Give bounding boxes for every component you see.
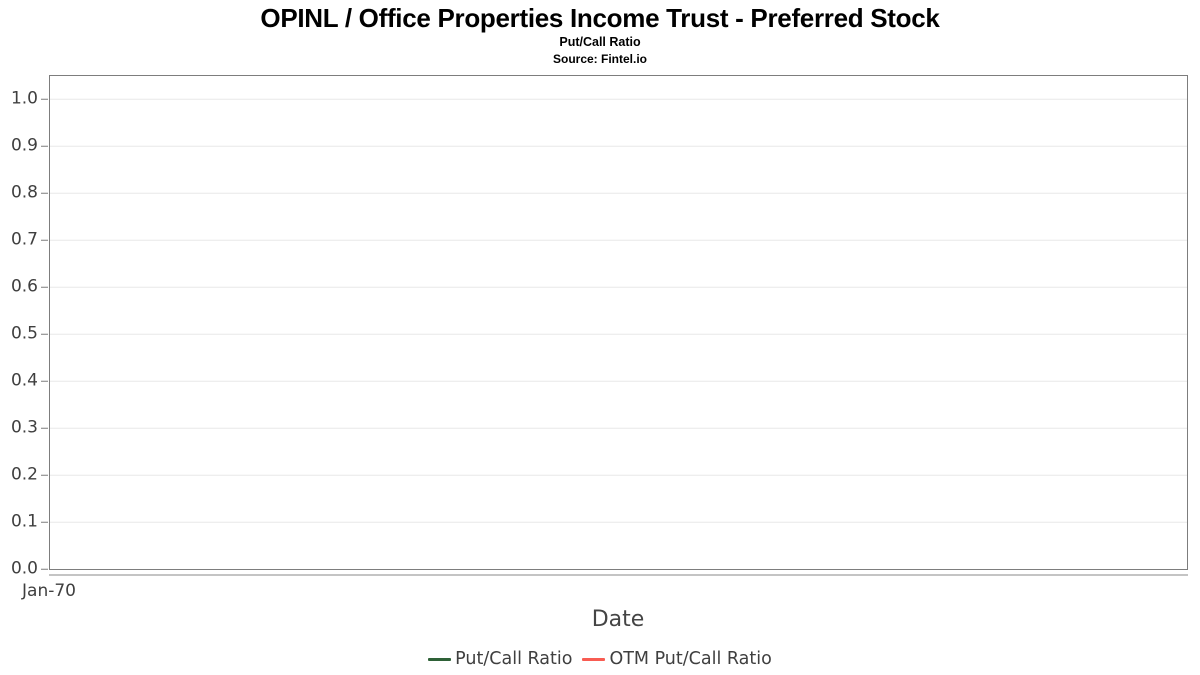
y-tick-label: 0.0	[10, 558, 38, 579]
y-gridline	[50, 333, 1187, 335]
y-tick	[41, 145, 48, 148]
y-gridline	[50, 380, 1187, 382]
plot-area: 0.0 0.1 0.2 0.3 0.4 0.5 0.6 0.7 0.8 0.9 1.0	[11, 75, 1188, 577]
y-tick	[41, 239, 48, 242]
y-tick-label: 0.1	[10, 511, 38, 532]
y-tick	[41, 474, 48, 476]
y-tick-label: 0.2	[10, 464, 38, 485]
y-gridline	[50, 98, 1187, 101]
y-gridline	[50, 474, 1187, 476]
legend: Put/Call Ratio OTM Put/Call Ratio	[0, 648, 1200, 670]
chart-subtitle: Put/Call Ratio	[559, 35, 641, 49]
y-tick-label: 0.3	[10, 417, 38, 438]
legend-item-otm-put-call-ratio: OTM Put/Call Ratio	[582, 649, 772, 669]
y-gridline	[50, 427, 1187, 429]
legend-label: Put/Call Ratio	[455, 649, 573, 669]
x-axis-line	[49, 574, 1188, 576]
y-gridline	[50, 286, 1187, 289]
chart-title: OPINL / Office Properties Income Trust -…	[260, 3, 940, 33]
y-gridline	[50, 239, 1187, 242]
y-gridline	[50, 521, 1187, 523]
y-tick-label: 0.4	[10, 370, 38, 391]
y-tick	[41, 333, 48, 335]
y-tick	[41, 98, 48, 101]
y-tick-label: 0.5	[10, 323, 38, 344]
y-tick	[41, 427, 48, 429]
put-call-ratio-line-swatch-icon	[428, 657, 452, 661]
x-axis-label: Date	[591, 607, 645, 632]
y-tick	[41, 380, 48, 382]
x-tick-label: Jan-70	[22, 581, 76, 601]
y-tick-label: 0.8	[10, 182, 38, 203]
y-tick	[41, 521, 48, 523]
y-tick-label: 0.6	[10, 276, 38, 297]
y-tick-label: 1.0	[10, 88, 38, 109]
y-tick	[41, 192, 48, 195]
legend-label: OTM Put/Call Ratio	[609, 649, 772, 669]
chart-source: Source: Fintel.io	[552, 52, 647, 66]
y-gridline	[50, 145, 1187, 148]
y-tick-label: 0.7	[10, 229, 38, 250]
y-tick	[41, 286, 48, 289]
otm-put-call-ratio-line-swatch-icon	[582, 657, 606, 661]
y-gridline	[50, 192, 1187, 195]
y-tick-label: 0.9	[10, 135, 38, 156]
y-tick	[41, 568, 48, 570]
legend-item-put-call-ratio: Put/Call Ratio	[428, 649, 572, 669]
